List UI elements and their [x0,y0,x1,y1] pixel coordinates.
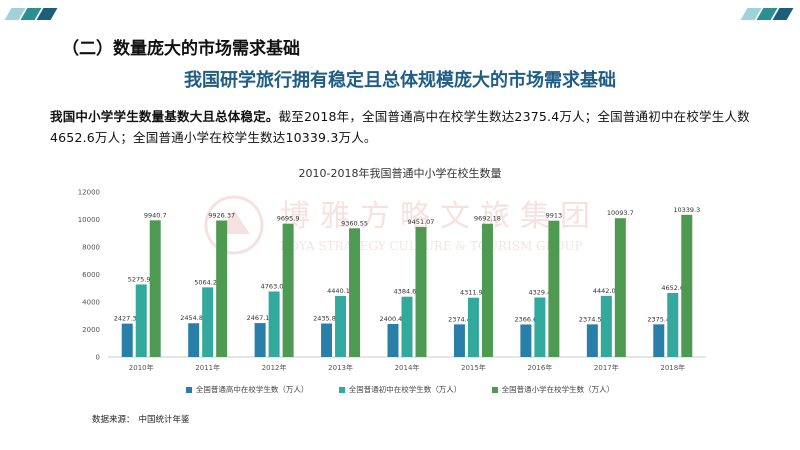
bar [349,228,361,357]
data-label: 4763.06 [261,283,288,291]
bar [548,220,560,357]
data-source-value: 中国统计年鉴 [138,415,190,425]
bar [481,223,493,357]
data-label: 5064.25 [194,278,221,286]
bar [121,323,133,357]
y-tick-label: 2000 [82,326,100,334]
data-label: 9360.55 [341,219,368,227]
y-tick-label: 8000 [82,244,100,252]
data-label: 2366.6 [515,315,538,323]
y-tick-label: 10000 [78,216,100,224]
data-label: 2374.55 [579,315,606,323]
data-source-label: 数据来源： [92,415,135,425]
bar [188,323,200,357]
data-label: 4329.4 [529,288,552,296]
chart-legend: 全国普通高中在校学生数（万人） 全国普通初中在校学生数（万人） 全国普通小学在校… [0,384,800,395]
summary-text: 截至2018年，全国普通高中在校学生数达2375.4万人；全国普通初中在校学生人… [50,109,750,145]
bar [282,223,294,357]
bar [401,296,413,357]
bar [415,227,427,357]
section-title: （二）数量庞大的市场需求基础 [62,39,300,59]
y-tick-label: 4000 [82,299,100,307]
x-tick-label: 2018年 [660,363,685,372]
y-tick-label: 12000 [78,189,100,197]
legend-swatch-primary-school [491,387,498,393]
data-label: 10093.7 [607,209,634,217]
data-label: 5275.93 [128,275,155,283]
bar [614,218,626,357]
data-label: 4440.12 [327,287,354,295]
x-tick-label: 2013年 [328,363,353,372]
data-label: 2435.88 [313,315,340,323]
data-label: 4311.95 [460,289,487,297]
x-tick-label: 2011年 [195,363,220,372]
data-label: 2427.34 [114,315,141,323]
data-label: 2400.47 [380,315,407,323]
data-label: 2375.4 [647,315,670,323]
data-label: 9451.07 [408,218,435,226]
legend-item-middle-school: 全国普通初中在校学生数（万人） [338,384,462,395]
x-tick-label: 2014年 [395,363,420,372]
bar [135,284,147,357]
data-label: 2467.17 [247,314,274,322]
legend-swatch-middle-school [338,387,345,393]
data-label: 9692.18 [474,215,501,223]
bar [653,324,665,357]
bar [586,324,598,357]
bar [600,295,612,357]
main-title: 我国研学旅行拥有稳定且总体规模庞大的市场需求基础 [184,70,616,91]
bar [335,295,347,357]
bar [321,323,333,357]
chart-title: 2010-2018年我国普通中小学在校生数量 [298,167,502,180]
data-label: 9940.7 [144,211,167,219]
y-tick-label: 6000 [82,271,100,279]
x-tick-label: 2017年 [594,363,619,372]
x-tick-label: 2012年 [262,363,287,372]
bar [202,287,214,357]
bar [681,214,693,357]
bar [667,293,679,357]
summary-paragraph: 我国中小学学生数量基数大且总体稳定。截至2018年，全国普通高中在校学生数达23… [50,106,755,148]
data-label: 4652.6 [661,284,684,292]
summary-bold-lead: 我国中小学学生数量基数大且总体稳定。 [50,109,279,124]
data-label: 2374.4 [448,315,471,323]
legend-label-high-school: 全国普通高中在校学生数（万人） [195,385,309,394]
y-tick-label: 0 [96,354,100,362]
bar [467,297,479,357]
bar [387,323,399,357]
legend-item-primary-school: 全国普通小学在校学生数（万人） [491,384,615,395]
bar [453,324,465,357]
data-label: 9913 [546,212,563,220]
data-label: 2454.82 [180,314,207,322]
bar [216,220,228,357]
bar [534,297,546,357]
bar [149,220,161,357]
legend-swatch-high-school [185,387,192,393]
data-label: 9926.37 [208,212,235,220]
x-tick-label: 2010年 [129,363,154,372]
x-tick-label: 2015年 [461,363,486,372]
data-source: 数据来源： 中国统计年鉴 [92,413,194,425]
legend-item-high-school: 全国普通高中在校学生数（万人） [185,384,309,395]
legend-label-middle-school: 全国普通初中在校学生数（万人） [348,385,462,394]
x-tick-label: 2016年 [527,363,552,372]
legend-label-primary-school: 全国普通小学在校学生数（万人） [501,385,615,394]
data-label: 10339.3 [673,206,700,214]
bar [254,323,266,357]
data-label: 9695.9 [277,215,300,223]
data-label: 4442.06 [593,287,620,295]
data-label: 4384.63 [394,288,421,296]
bar [520,324,532,357]
bar [268,291,280,357]
